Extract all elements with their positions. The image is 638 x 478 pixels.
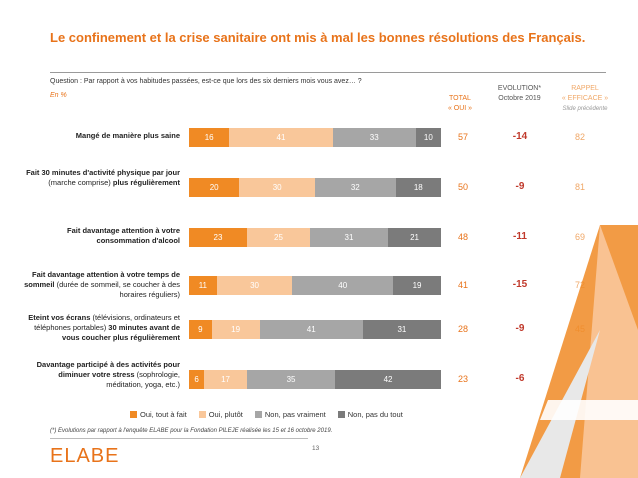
- column-header-evolution-line1: EVOLUTION*: [497, 85, 542, 92]
- total-oui-value: 50: [457, 182, 468, 192]
- column-header-rappel-line1: RAPPEL: [571, 85, 599, 92]
- total-oui-value: 48: [457, 232, 468, 242]
- stacked-bar: 20 30 32 18: [189, 178, 441, 197]
- bar-segment-non-pas-du-tout: 21: [388, 228, 441, 247]
- row-label-bold-suffix: plus régulièrement: [112, 178, 180, 187]
- legend-item: Non, pas du tout: [337, 410, 403, 419]
- page-number: 13: [312, 445, 320, 452]
- stacked-bar: 16 41 33 10: [189, 128, 441, 147]
- rappel-value: 45: [574, 324, 585, 334]
- legend-swatch: [254, 411, 262, 418]
- row-label: Eteint vos écrans (télévisions, ordinate…: [20, 313, 180, 343]
- column-header-total-line1: TOTAL: [449, 95, 471, 102]
- footnote-divider: [50, 438, 308, 439]
- evolution-value: -9: [515, 181, 525, 192]
- row-label-bold: Fait 30 minutes d'activité physique par …: [26, 168, 180, 177]
- stacked-bar: 11 30 40 19: [189, 276, 441, 295]
- bar-segment-oui-plutot: 41: [229, 128, 333, 147]
- evolution-value: -14: [512, 131, 528, 142]
- page-title: Le confinement et la crise sanitaire ont…: [50, 30, 586, 45]
- footnote: (*) Evolutions par rapport à l'enquête E…: [50, 428, 333, 434]
- bar-segment-non-pas-du-tout: 18: [395, 178, 441, 197]
- bar-segment-oui-tout-a-fait: 11: [189, 276, 217, 295]
- evolution-value: -6: [515, 373, 525, 384]
- bar-segment-non-pas-vraiment: 32: [314, 178, 396, 197]
- legend-swatch: [130, 411, 137, 418]
- stacked-bar: 9 19 41 31: [189, 320, 441, 339]
- legend-label: Oui, tout à fait: [140, 410, 187, 419]
- bar-segment-oui-tout-a-fait: 20: [189, 178, 240, 197]
- evolution-value: -11: [513, 231, 527, 242]
- stacked-bar: 6 17 35 42: [189, 370, 441, 389]
- rappel-value: 55: [574, 374, 585, 384]
- row-label-bold: Fait davantage attention à votre consomm…: [67, 226, 180, 245]
- bar-segment-oui-plutot: 25: [246, 228, 310, 247]
- bar-segment-non-pas-du-tout: 10: [415, 128, 441, 147]
- column-header-total-line2: « OUI »: [447, 105, 473, 112]
- legend-item: Non, pas vraiment: [254, 410, 326, 419]
- evolution-value: -9: [515, 323, 525, 334]
- question-text: Question : Par rapport à vos habitudes p…: [50, 78, 362, 85]
- bar-segment-oui-tout-a-fait: 16: [189, 128, 230, 147]
- chart-legend: Oui, tout à fait Oui, plutôt Non, pas vrai…: [130, 410, 403, 419]
- column-header-rappel-line3: Slide précédente: [562, 106, 608, 112]
- column-header-total: TOTAL « OUI »: [440, 94, 480, 114]
- legend-swatch: [198, 411, 206, 418]
- legend-swatch: [337, 411, 345, 418]
- column-header-rappel-line2: « EFFICACE »: [561, 95, 609, 102]
- legend-item: Oui, tout à fait: [130, 410, 187, 419]
- bar-segment-oui-plutot: 17: [204, 370, 247, 389]
- column-header-rappel: RAPPEL « EFFICACE » Slide précédente: [555, 84, 615, 114]
- stacked-bar: 23 25 31 21: [189, 228, 441, 247]
- row-label: Fait 30 minutes d'activité physique par …: [20, 168, 180, 188]
- elabe-logo: ELABE: [50, 445, 120, 467]
- row-label: Davantage participé à des activités pour…: [20, 360, 180, 390]
- row-label: Mangé de manière plus saine: [20, 131, 180, 141]
- title-divider: [50, 72, 606, 73]
- rappel-value: 81: [574, 182, 585, 192]
- column-header-evolution-line2: Octobre 2019: [498, 95, 541, 102]
- rappel-value: 69: [574, 232, 585, 242]
- evolution-value: -15: [512, 279, 528, 290]
- legend-item: Oui, plutôt: [198, 410, 243, 419]
- bar-segment-oui-tout-a-fait: 23: [189, 228, 247, 247]
- bar-segment-non-pas-vraiment: 40: [292, 276, 394, 295]
- row-label-bold: Fait davantage attention à votre temps d…: [24, 270, 180, 289]
- bar-segment-non-pas-vraiment: 35: [246, 370, 336, 389]
- bar-segment-oui-plutot: 30: [216, 276, 293, 295]
- bar-segment-oui-plutot: 30: [239, 178, 315, 197]
- bar-segment-non-pas-du-tout: 42: [335, 370, 441, 389]
- rappel-value: 82: [574, 132, 585, 142]
- row-label-bold: Davantage participé à des activités pour…: [36, 360, 180, 379]
- bar-segment-oui-tout-a-fait: 6: [189, 370, 205, 389]
- bar-segment-non-pas-du-tout: 19: [393, 276, 441, 295]
- row-label-detail: (sophrologie, méditation, yoga, etc.): [106, 370, 180, 389]
- legend-label: Non, pas du tout: [347, 410, 403, 419]
- column-header-evolution: EVOLUTION* Octobre 2019: [487, 84, 552, 104]
- bar-segment-non-pas-vraiment: 31: [309, 228, 389, 247]
- row-label-bold: Eteint vos écrans: [28, 313, 91, 322]
- total-oui-value: 23: [457, 374, 468, 384]
- rappel-value: 72: [574, 280, 585, 290]
- row-label-bold: Mangé de manière plus saine: [75, 131, 180, 140]
- total-oui-value: 41: [457, 280, 468, 290]
- bar-segment-non-pas-vraiment: 41: [259, 320, 363, 339]
- total-oui-value: 28: [457, 324, 468, 334]
- row-label-detail: (télévisions, ordinateurs et téléphones …: [34, 313, 180, 332]
- total-oui-value: 57: [457, 132, 468, 142]
- unit-label: En %: [50, 92, 67, 99]
- bar-segment-oui-tout-a-fait: 9: [189, 320, 212, 339]
- row-label-detail: (marche comprise): [48, 178, 113, 187]
- row-label: Fait davantage attention à votre temps d…: [20, 270, 180, 300]
- bar-segment-oui-plutot: 19: [211, 320, 260, 339]
- bar-segment-non-pas-du-tout: 31: [362, 320, 441, 339]
- row-label: Fait davantage attention à votre consomm…: [20, 226, 180, 246]
- legend-label: Non, pas vraiment: [264, 410, 326, 419]
- bar-segment-non-pas-vraiment: 33: [332, 128, 416, 147]
- row-label-bold-suffix: 30 minutes avant de vous coucher plus ré…: [62, 323, 180, 342]
- row-label-detail: (durée de sommeil, se coucher à des hora…: [54, 280, 180, 299]
- legend-label: Oui, plutôt: [208, 410, 243, 419]
